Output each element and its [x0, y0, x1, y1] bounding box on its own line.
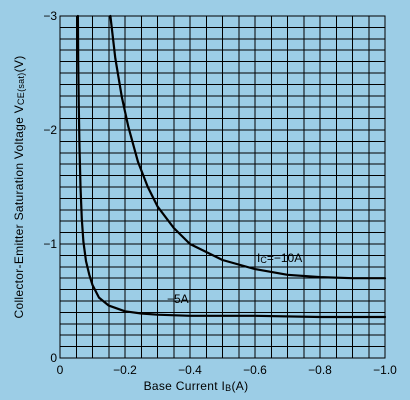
x-tick-label: −0.8	[308, 363, 332, 377]
plot-frame	[59, 15, 386, 359]
grid	[60, 16, 385, 358]
x-tick-label: −0.4	[178, 363, 202, 377]
series-line-1	[109, 14, 387, 280]
x-tick-label: −0.2	[113, 363, 137, 377]
x-tick-label: 0	[57, 363, 64, 377]
y-tick-label: −1	[43, 237, 57, 251]
series-line-2	[76, 14, 387, 319]
x-tick-label: −1.0	[373, 363, 397, 377]
series-layer	[76, 14, 387, 319]
tick-labels: 0 −0.2 −0.4 −0.6 −0.8 −1.0 0 −1 −2 −3	[43, 9, 397, 377]
y-tick-label: 0	[50, 351, 57, 365]
annotation-5a: −5A	[167, 292, 189, 306]
annotation-ic-10a: IC=−10A	[257, 251, 302, 265]
y-tick-label: −2	[43, 123, 57, 137]
x-axis-label: Base Current IB(A)	[144, 379, 249, 393]
y-axis-label: Collector-Emitter Saturation Voltage VCE…	[12, 55, 26, 318]
x-tick-label: −0.6	[243, 363, 267, 377]
y-tick-label: −3	[43, 9, 57, 23]
